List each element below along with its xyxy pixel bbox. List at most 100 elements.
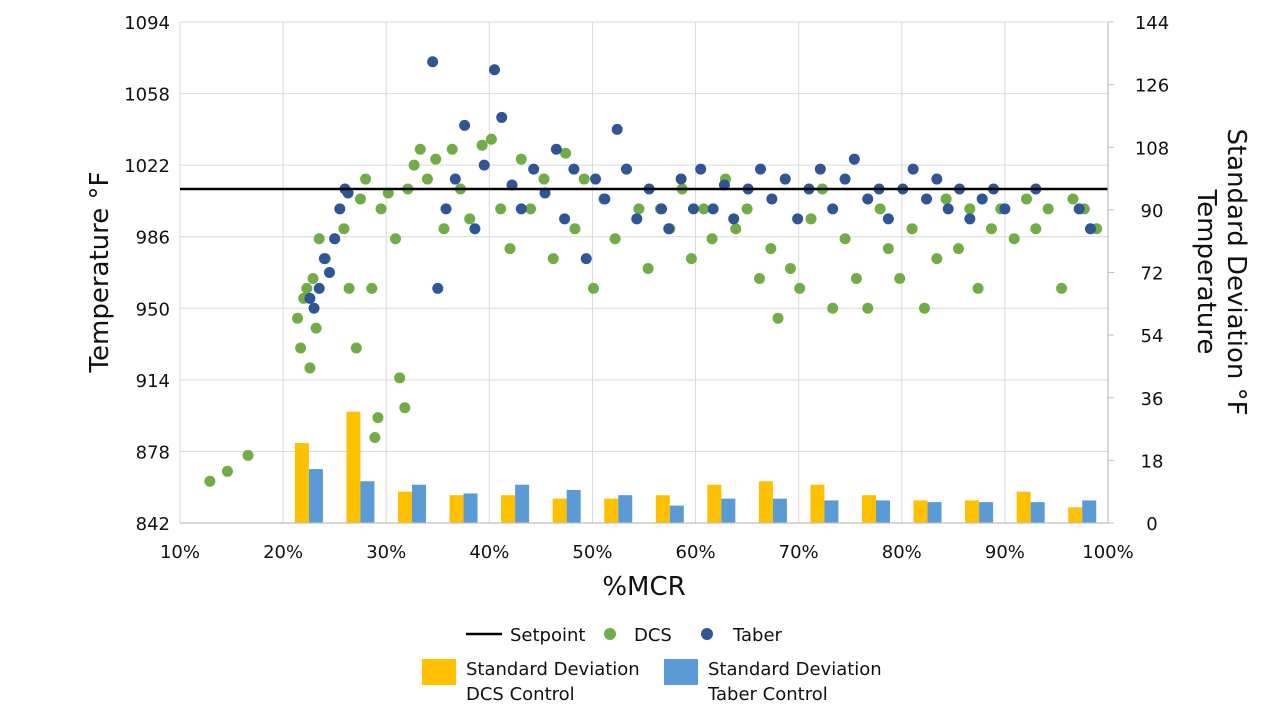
bar-std-dcs (810, 484, 825, 523)
y-right-tick-label: 54 (1141, 326, 1164, 347)
point-taber (313, 282, 325, 294)
bar-std-taber (515, 484, 530, 523)
y-left-tick-label: 986 (136, 228, 170, 249)
point-dcs (464, 213, 476, 225)
point-dcs (1042, 203, 1054, 215)
point-dcs (874, 203, 886, 215)
legend-std-dcs-label: DCS Control (466, 684, 575, 705)
bar-std-dcs (398, 491, 412, 523)
point-dcs (794, 282, 806, 294)
bar-std-dcs (707, 484, 722, 523)
legend-dcs-label: DCS (634, 625, 672, 646)
y-left-axis-title: Temperature °F (85, 172, 115, 374)
bar-std-dcs (294, 442, 309, 523)
point-taber (488, 64, 500, 76)
point-dcs (304, 362, 316, 374)
point-taber (620, 163, 632, 175)
legend-dcs-dot-swatch (604, 628, 616, 640)
point-taber (590, 173, 602, 185)
bar-std-dcs (655, 495, 670, 523)
point-taber (839, 173, 851, 185)
point-dcs (446, 143, 458, 155)
point-dcs (882, 243, 894, 255)
point-taber (599, 193, 611, 205)
point-taber (792, 213, 804, 225)
bar-std-taber (979, 502, 994, 523)
point-taber (707, 203, 719, 215)
legend-std-taber-swatch (664, 659, 698, 685)
y-right-tick-label: 126 (1135, 76, 1169, 97)
point-dcs (295, 342, 307, 354)
point-taber (921, 193, 933, 205)
legend-std-taber-label: Standard Deviation (708, 659, 882, 680)
y-right-axis-title-line: Temperature (1191, 189, 1221, 355)
bar-std-taber (360, 481, 375, 523)
point-dcs (784, 263, 796, 275)
x-tick-label: 80% (882, 542, 922, 563)
point-taber (728, 213, 740, 225)
point-dcs (906, 223, 918, 235)
bar-std-dcs (604, 498, 619, 523)
point-dcs (964, 203, 976, 215)
point-dcs (805, 213, 817, 225)
bar-std-dcs (552, 498, 567, 523)
point-taber (515, 203, 527, 215)
point-taber (304, 292, 316, 304)
point-dcs (354, 193, 366, 205)
point-dcs (421, 173, 433, 185)
point-dcs (560, 147, 572, 159)
bar-std-dcs (1068, 507, 1083, 523)
point-taber (469, 223, 481, 235)
point-dcs (301, 282, 313, 294)
point-dcs (940, 193, 952, 205)
point-dcs (310, 322, 322, 334)
bar-std-dcs (758, 481, 773, 523)
point-dcs (343, 282, 355, 294)
point-taber (656, 203, 668, 215)
x-tick-label: 70% (779, 542, 819, 563)
point-taber (324, 267, 336, 278)
point-taber (848, 153, 860, 165)
y-right-axis-title: Temperature Standard Deviation °F (1191, 128, 1251, 415)
y-left-tick-label: 1058 (124, 85, 170, 106)
point-dcs (360, 173, 372, 185)
bar-std-dcs (913, 500, 928, 523)
point-dcs (642, 263, 654, 275)
point-dcs (399, 402, 411, 414)
point-dcs (1056, 282, 1068, 294)
grid-lines (179, 21, 1109, 524)
point-dcs (894, 272, 906, 284)
point-taber (663, 223, 675, 235)
y-right-tick-label: 144 (1135, 13, 1169, 34)
point-dcs (1021, 193, 1033, 205)
point-taber (550, 143, 562, 155)
point-dcs (698, 203, 710, 215)
point-dcs (918, 302, 930, 314)
point-dcs (504, 243, 516, 255)
x-tick-label: 90% (985, 542, 1025, 563)
bar-std-taber (927, 502, 942, 523)
point-dcs (931, 253, 943, 265)
bar-std-dcs (346, 411, 361, 523)
bar-std-taber (1082, 500, 1097, 523)
point-taber (779, 173, 791, 185)
point-taber (559, 213, 571, 225)
legend-std-dcs-label: Standard Deviation (466, 659, 640, 680)
bar-std-dcs (1016, 491, 1031, 523)
point-dcs (839, 233, 851, 245)
x-axis-title: %MCR (602, 572, 685, 602)
y-left-tick-label: 914 (136, 371, 170, 392)
y-right-tick-label: 36 (1141, 389, 1164, 410)
point-dcs (394, 372, 406, 384)
point-dcs (338, 223, 350, 235)
bar-std-taber (876, 500, 890, 523)
point-dcs (827, 302, 839, 314)
point-dcs (1067, 193, 1079, 205)
point-taber (611, 123, 623, 135)
bar-std-taber (772, 498, 787, 523)
bar-std-taber (618, 495, 633, 523)
point-dcs (985, 223, 997, 235)
point-dcs (578, 173, 590, 185)
